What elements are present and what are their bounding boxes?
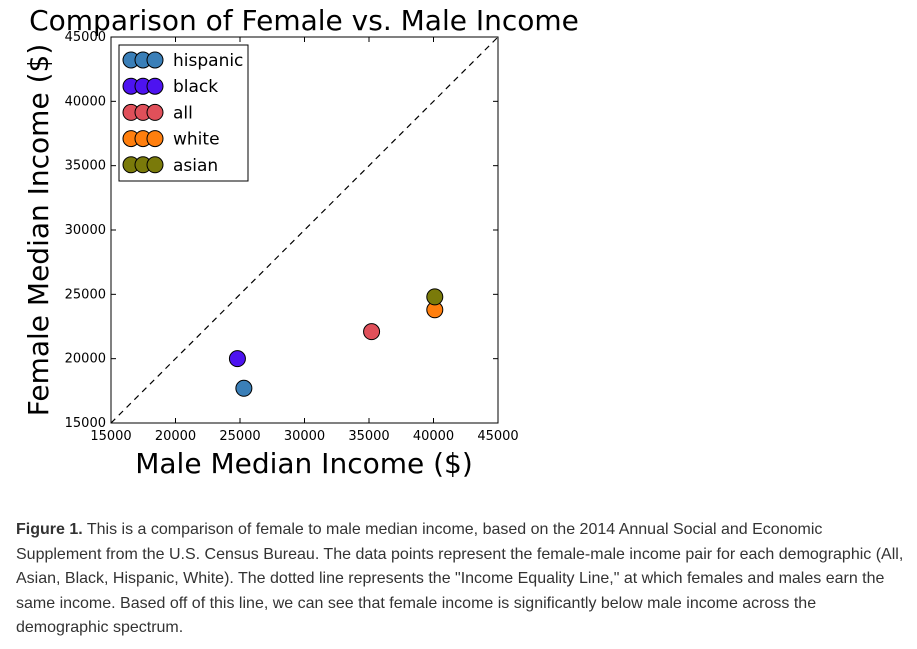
income-equality-line [110, 36, 499, 424]
legend-marker-hispanic [146, 51, 164, 69]
y-tick-label: 30000 [65, 223, 106, 238]
x-tick-label: 15000 [90, 429, 131, 444]
data-point-hispanic [235, 379, 253, 397]
caption-text: This is a comparison of female to male m… [16, 521, 904, 636]
legend-marker-white [146, 130, 164, 148]
legend-label-hispanic: hispanic [173, 51, 243, 71]
y-tick-label: 20000 [65, 352, 106, 367]
y-tick-label: 35000 [65, 159, 106, 174]
scatter-chart: Comparison of Female vs. Male Income 150… [22, 4, 579, 480]
figure-caption: Figure 1. This is a comparison of female… [16, 518, 908, 641]
y-tick-label: 45000 [65, 30, 106, 45]
legend-marker-asian [146, 156, 164, 174]
data-point-all [363, 323, 381, 341]
x-tick-label: 40000 [413, 429, 454, 444]
legend-label-all: all [173, 103, 193, 123]
y-tick-label: 15000 [65, 416, 106, 431]
legend-label-black: black [173, 77, 218, 97]
legend-marker-all [146, 103, 164, 121]
x-tick-label: 20000 [155, 429, 196, 444]
y-axis-label: Female Median Income ($) [22, 44, 55, 416]
x-axis-label: Male Median Income ($) [135, 447, 473, 480]
x-tick-label: 45000 [477, 429, 518, 444]
figure-label: Figure 1. [16, 521, 83, 538]
data-point-asian [426, 288, 444, 306]
x-tick-label: 30000 [284, 429, 325, 444]
legend-marker-black [146, 77, 164, 95]
legend-label-white: white [173, 130, 220, 150]
legend-label-asian: asian [173, 156, 218, 176]
y-tick-label: 40000 [65, 94, 106, 109]
y-tick-label: 25000 [65, 287, 106, 302]
chart-title: Comparison of Female vs. Male Income [29, 4, 579, 37]
data-point-black [228, 350, 246, 368]
x-tick-label: 35000 [348, 429, 389, 444]
x-tick-label: 25000 [219, 429, 260, 444]
